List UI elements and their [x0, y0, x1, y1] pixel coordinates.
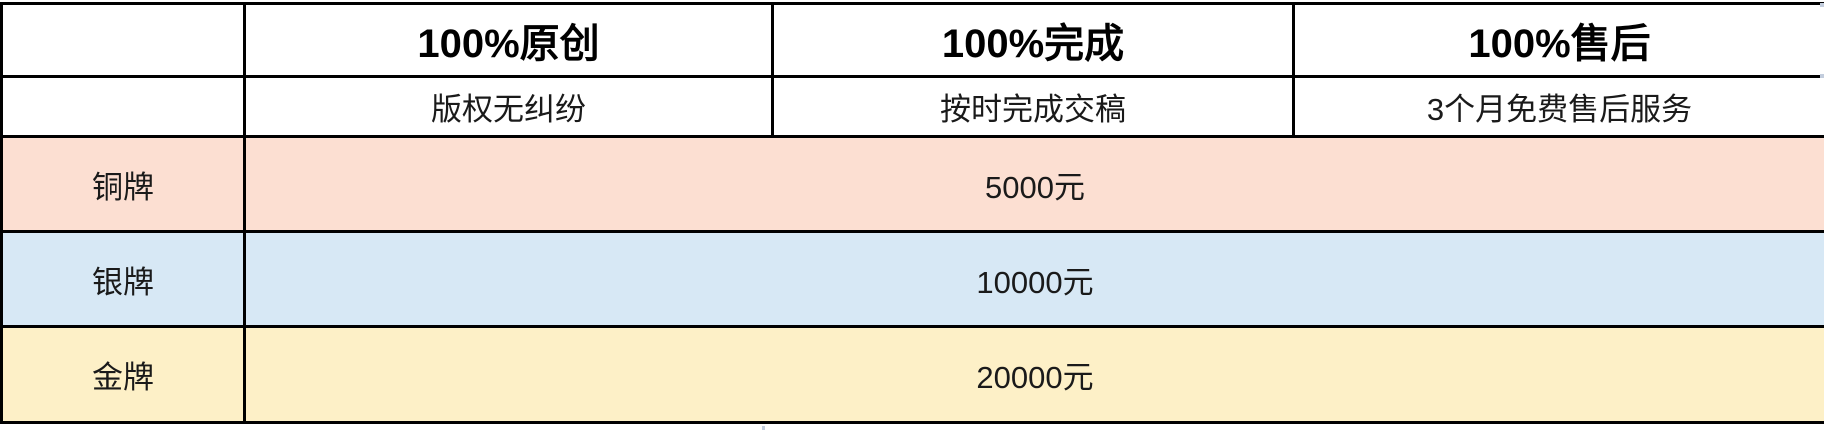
corner-cell — [0, 2, 246, 78]
tier-price-gold: 20000元 — [243, 325, 1824, 424]
gridline-stub-right-top — [1820, 3, 1824, 7]
subheader-cell-completion: 按时完成交稿 — [771, 75, 1295, 138]
tier-price-bronze: 5000元 — [243, 135, 1824, 233]
table-row-tier-silver: 银牌 10000元 — [0, 230, 1824, 328]
table-row-header: 100%原创 100%完成 100%售后 — [0, 2, 1824, 78]
table-row-tier-gold: 金牌 20000元 — [0, 325, 1824, 424]
subheader-cell-empty — [0, 75, 246, 138]
header-cell-aftersales: 100%售后 — [1292, 2, 1824, 78]
header-cell-original: 100%原创 — [243, 2, 774, 78]
table-row-tier-bronze: 铜牌 5000元 — [0, 135, 1824, 233]
tier-name-bronze: 铜牌 — [0, 135, 246, 233]
subheader-cell-aftersales: 3个月免费售后服务 — [1292, 75, 1824, 138]
tier-price-silver: 10000元 — [243, 230, 1824, 328]
gridline-stub-right-row — [1820, 74, 1824, 78]
tier-name-gold: 金牌 — [0, 325, 246, 424]
gridline-stub-bottom — [762, 426, 765, 430]
tier-name-silver: 银牌 — [0, 230, 246, 328]
table-row-subheader: 版权无纠纷 按时完成交稿 3个月免费售后服务 — [0, 75, 1824, 138]
header-cell-completion: 100%完成 — [771, 2, 1295, 78]
subheader-cell-original: 版权无纠纷 — [243, 75, 774, 138]
